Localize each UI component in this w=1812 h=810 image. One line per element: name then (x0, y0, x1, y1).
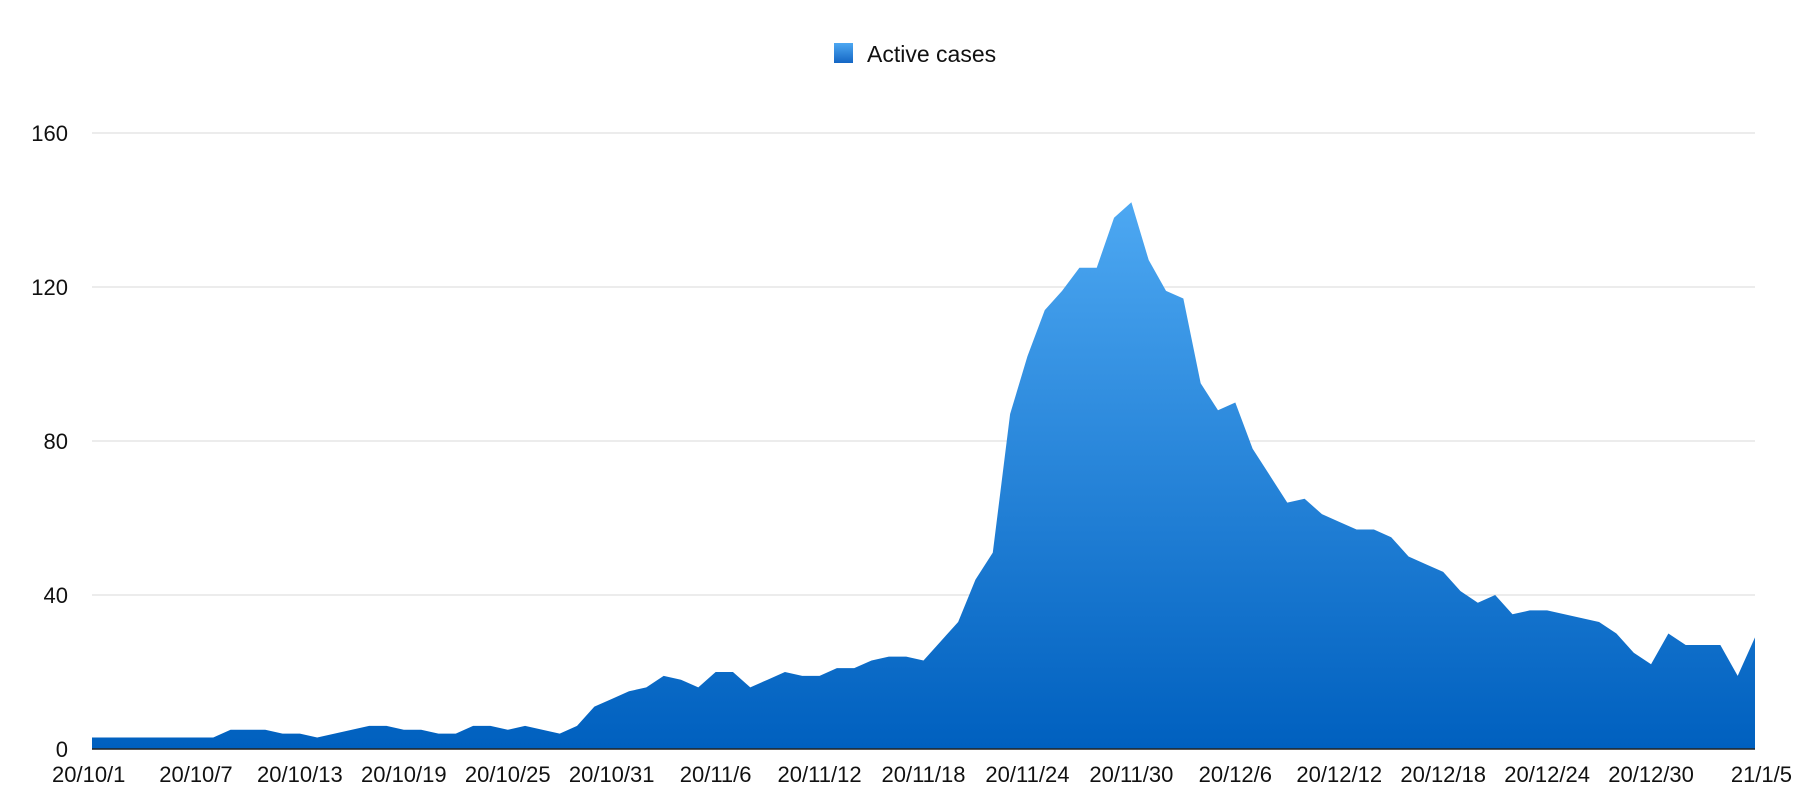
x-tick-label: 20/11/6 (680, 762, 752, 787)
x-tick-label: 20/10/13 (257, 762, 343, 787)
y-tick-label: 80 (44, 429, 68, 454)
gridlines (92, 132, 1755, 596)
x-tick-label: 20/11/30 (1089, 762, 1173, 787)
y-tick-label: 160 (31, 121, 68, 146)
x-tick-label: 21/1/5 (1731, 762, 1792, 787)
x-tick-label: 20/10/25 (465, 762, 551, 787)
y-tick-label: 40 (44, 583, 68, 608)
legend-swatch (834, 43, 853, 63)
series-area-active-cases (92, 202, 1755, 750)
x-tick-label: 20/11/24 (985, 762, 1069, 787)
x-tick-label: 20/10/31 (569, 762, 655, 787)
x-tick-label: 20/12/6 (1199, 762, 1272, 787)
x-tick-label: 20/12/12 (1296, 762, 1382, 787)
legend: Active cases (834, 41, 996, 67)
y-axis-ticks: 0 40 80 120 160 (31, 121, 68, 762)
x-tick-label: 20/10/19 (361, 762, 447, 787)
series-area (92, 202, 1755, 750)
x-tick-label: 20/11/18 (881, 762, 965, 787)
x-tick-label: 20/12/30 (1608, 762, 1694, 787)
legend-label: Active cases (867, 41, 996, 67)
x-tick-label: 20/12/24 (1504, 762, 1590, 787)
x-tick-label: 20/12/18 (1400, 762, 1486, 787)
y-tick-label: 120 (31, 275, 68, 300)
y-tick-label: 0 (56, 737, 68, 762)
x-tick-label: 20/10/1 (52, 762, 125, 787)
x-axis-ticks: 20/10/1 20/10/7 20/10/13 20/10/19 20/10/25 20… (52, 762, 1792, 787)
x-tick-label: 20/11/12 (778, 762, 862, 787)
x-tick-label: 20/10/7 (159, 762, 232, 787)
